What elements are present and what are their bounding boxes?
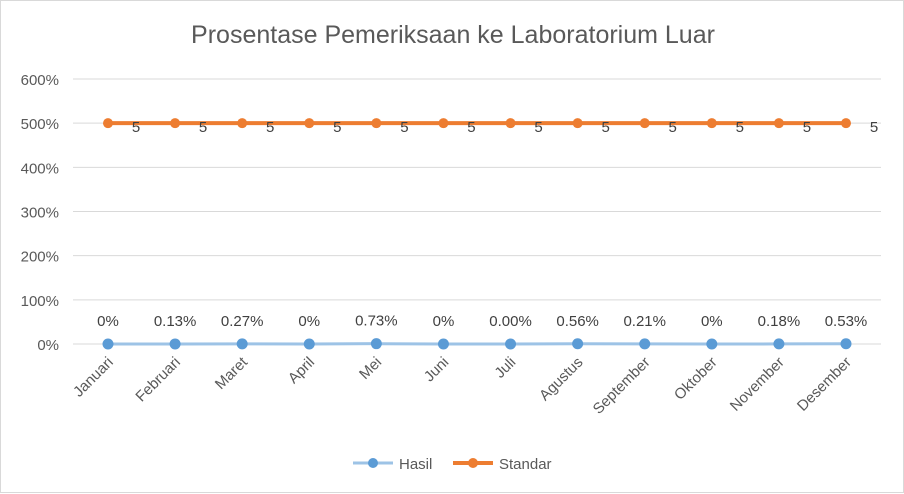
data-label: 5 bbox=[601, 119, 609, 136]
y-tick-label: 200% bbox=[21, 249, 59, 266]
x-tick-label: Mei bbox=[356, 354, 385, 383]
data-label: 0.18% bbox=[758, 313, 801, 330]
x-tick-label: Agustus bbox=[536, 354, 586, 404]
data-point bbox=[237, 338, 248, 349]
data-point bbox=[438, 339, 449, 350]
data-label: 0% bbox=[433, 313, 455, 330]
data-label: 0.56% bbox=[556, 313, 599, 330]
y-tick-label: 400% bbox=[21, 160, 59, 177]
data-point bbox=[572, 338, 583, 349]
data-label: 5 bbox=[266, 119, 274, 136]
data-label: 0% bbox=[97, 313, 119, 330]
data-label: 0.27% bbox=[221, 313, 264, 330]
data-point bbox=[371, 338, 382, 349]
data-point bbox=[170, 118, 180, 128]
data-point bbox=[773, 338, 784, 349]
y-tick-label: 600% bbox=[21, 72, 59, 89]
data-point bbox=[573, 118, 583, 128]
y-tick-label: 0% bbox=[37, 337, 59, 354]
data-label: 0.00% bbox=[489, 313, 532, 330]
data-point bbox=[505, 339, 516, 350]
data-point bbox=[841, 118, 851, 128]
data-label: 5 bbox=[870, 119, 878, 136]
data-label: 0.13% bbox=[154, 313, 197, 330]
data-label: 5 bbox=[199, 119, 207, 136]
data-point bbox=[304, 339, 315, 350]
data-point bbox=[841, 338, 852, 349]
data-label: 5 bbox=[669, 119, 677, 136]
data-point bbox=[707, 118, 717, 128]
y-tick-label: 500% bbox=[21, 116, 59, 133]
data-point bbox=[639, 338, 650, 349]
x-tick-label: September bbox=[590, 354, 654, 418]
x-tick-label: Juni bbox=[421, 354, 452, 385]
y-tick-label: 100% bbox=[21, 293, 59, 310]
data-point bbox=[506, 118, 516, 128]
legend-label: Standar bbox=[499, 456, 552, 473]
data-label: 5 bbox=[803, 119, 811, 136]
data-point bbox=[304, 118, 314, 128]
x-tick-label: April bbox=[285, 354, 318, 387]
data-point bbox=[706, 339, 717, 350]
data-point bbox=[103, 339, 114, 350]
x-tick-label: November bbox=[727, 354, 788, 415]
data-label: 5 bbox=[534, 119, 542, 136]
data-point bbox=[103, 118, 113, 128]
data-label: 5 bbox=[736, 119, 744, 136]
x-tick-label: Oktober bbox=[671, 354, 721, 404]
x-tick-label: Juli bbox=[491, 354, 519, 382]
data-label: 0% bbox=[298, 313, 320, 330]
data-label: 0% bbox=[701, 313, 723, 330]
data-label: 5 bbox=[132, 119, 140, 136]
data-point bbox=[170, 338, 181, 349]
data-label: 0.73% bbox=[355, 313, 398, 330]
data-point bbox=[774, 118, 784, 128]
legend-marker bbox=[368, 458, 378, 468]
data-point bbox=[371, 118, 381, 128]
data-label: 0.53% bbox=[825, 313, 868, 330]
data-label: 5 bbox=[400, 119, 408, 136]
data-label: 5 bbox=[333, 119, 341, 136]
legend-label: Hasil bbox=[399, 456, 432, 473]
data-point bbox=[640, 118, 650, 128]
data-label: 0.21% bbox=[623, 313, 666, 330]
x-tick-label: Februari bbox=[132, 354, 184, 406]
data-point bbox=[438, 118, 448, 128]
legend-marker bbox=[468, 458, 478, 468]
x-tick-label: Maret bbox=[212, 353, 252, 393]
x-tick-label: Januari bbox=[70, 354, 117, 401]
data-label: 5 bbox=[467, 119, 475, 136]
data-point bbox=[237, 118, 247, 128]
y-tick-label: 300% bbox=[21, 205, 59, 222]
x-tick-label: Desember bbox=[794, 354, 855, 415]
